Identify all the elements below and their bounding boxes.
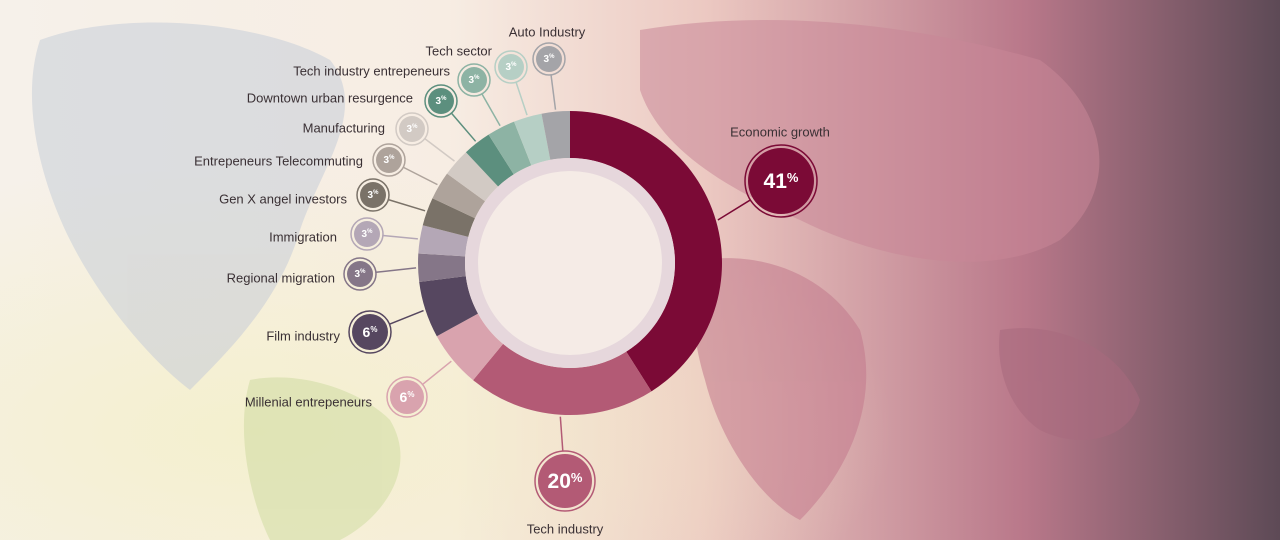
watercolor-map bbox=[31, 20, 1140, 540]
value-bubble-tech-industry-entrepeneurs bbox=[461, 67, 487, 93]
slice-tech-industry bbox=[473, 343, 652, 415]
leader-line-immigration bbox=[382, 234, 418, 240]
donut-chart bbox=[418, 111, 722, 415]
slice-label-film-industry: Film industry bbox=[266, 329, 340, 344]
slice-label-tech-industry-entrepeneurs: Tech industry entrepeneurs bbox=[293, 64, 450, 79]
value-bubbles: 41% 20% 6% 6% 3% 3% 3% 3% 3% 3% 3% 3% 3% bbox=[343, 42, 818, 512]
slice-gen-x-angel-investors bbox=[422, 198, 475, 237]
value-bubble-millenial-entrepeneurs bbox=[390, 380, 424, 414]
value-bubble-ring-immigration bbox=[350, 217, 384, 251]
leader-line-millenial-entrepeneurs bbox=[422, 360, 452, 386]
value-bubble-tech-industry bbox=[538, 454, 592, 508]
leader-line-auto-industry bbox=[550, 74, 557, 110]
value-label-tech-industry: 20% bbox=[548, 470, 583, 493]
value-label-millenial-entrepeneurs: 6% bbox=[400, 389, 415, 405]
value-bubble-immigration bbox=[354, 221, 380, 247]
value-bubble-auto-industry bbox=[536, 46, 562, 72]
value-bubble-ring-auto-industry bbox=[532, 42, 566, 76]
value-bubble-manufacturing bbox=[399, 116, 425, 142]
value-bubble-film-industry bbox=[352, 314, 388, 350]
value-bubble-ring-downtown-urban-resurgence bbox=[424, 84, 458, 118]
slice-label-regional-migration: Regional migration bbox=[227, 271, 335, 286]
slice-immigration bbox=[418, 225, 469, 257]
leader-line-regional-migration bbox=[375, 267, 417, 273]
donut-hole bbox=[478, 171, 662, 355]
leader-line-economic-growth bbox=[717, 199, 751, 221]
value-label-immigration: 3% bbox=[362, 229, 374, 240]
value-bubble-ring-tech-industry bbox=[534, 450, 596, 512]
value-bubble-gen-x-angel-investors bbox=[360, 182, 386, 208]
value-label-regional-migration: 3% bbox=[355, 269, 367, 280]
slice-tech-industry-entrepeneurs bbox=[488, 121, 532, 175]
value-bubble-ring-economic-growth bbox=[744, 144, 818, 218]
slice-film-industry bbox=[419, 276, 478, 337]
slice-downtown-urban-resurgence bbox=[465, 134, 514, 187]
slice-entrepeneurs-telecommuting bbox=[432, 173, 486, 219]
value-bubble-ring-regional-migration bbox=[343, 257, 377, 291]
value-bubble-ring-manufacturing bbox=[395, 112, 429, 146]
value-bubble-ring-millenial-entrepeneurs bbox=[386, 376, 428, 418]
value-label-manufacturing: 3% bbox=[407, 124, 419, 135]
leader-line-tech-industry bbox=[559, 416, 564, 452]
leader-line-downtown-urban-resurgence bbox=[450, 112, 477, 142]
slice-economic-growth bbox=[570, 111, 722, 392]
slice-labels: Economic growth Tech industry Millenial en… bbox=[194, 25, 830, 537]
slice-label-millenial-entrepeneurs: Millenial entrepeneurs bbox=[245, 395, 373, 410]
value-bubble-ring-film-industry bbox=[348, 310, 392, 354]
slice-label-auto-industry: Auto Industry bbox=[509, 25, 586, 40]
value-bubble-tech-sector bbox=[498, 54, 524, 80]
slice-label-entrepeneurs-telecommuting: Entrepeneurs Telecommuting bbox=[194, 154, 363, 169]
leader-line-tech-industry-entrepeneurs bbox=[481, 93, 501, 127]
leader-lines bbox=[375, 74, 751, 452]
slice-regional-migration bbox=[418, 253, 466, 283]
value-bubble-downtown-urban-resurgence bbox=[428, 88, 454, 114]
slice-label-gen-x-angel-investors: Gen X angel investors bbox=[219, 192, 347, 207]
leader-line-tech-sector bbox=[515, 81, 528, 116]
value-label-tech-sector: 3% bbox=[506, 62, 518, 73]
value-bubble-ring-tech-industry-entrepeneurs bbox=[457, 63, 491, 97]
slice-label-manufacturing: Manufacturing bbox=[303, 121, 385, 136]
leader-line-entrepeneurs-telecommuting bbox=[402, 166, 438, 186]
slice-label-tech-industry: Tech industry bbox=[527, 522, 604, 537]
slice-label-tech-sector: Tech sector bbox=[426, 44, 493, 59]
value-label-auto-industry: 3% bbox=[544, 54, 556, 65]
value-bubble-ring-gen-x-angel-investors bbox=[356, 178, 390, 212]
value-bubble-economic-growth bbox=[748, 148, 814, 214]
value-label-economic-growth: 41% bbox=[764, 170, 799, 193]
slice-label-downtown-urban-resurgence: Downtown urban resurgence bbox=[247, 91, 413, 106]
value-bubble-ring-entrepeneurs-telecommuting bbox=[372, 143, 406, 177]
leader-line-gen-x-angel-investors bbox=[388, 198, 426, 212]
slice-tech-sector bbox=[514, 113, 551, 166]
slice-label-economic-growth: Economic growth bbox=[730, 125, 830, 140]
slice-auto-industry bbox=[541, 111, 570, 160]
value-bubble-entrepeneurs-telecommuting bbox=[376, 147, 402, 173]
value-bubble-ring-tech-sector bbox=[494, 50, 528, 84]
value-bubble-regional-migration bbox=[347, 261, 373, 287]
value-label-tech-industry-entrepeneurs: 3% bbox=[469, 75, 481, 86]
slice-millenial-entrepeneurs bbox=[436, 313, 504, 381]
value-label-downtown-urban-resurgence: 3% bbox=[436, 96, 448, 107]
slice-label-immigration: Immigration bbox=[269, 230, 337, 245]
leader-line-manufacturing bbox=[424, 138, 455, 162]
value-label-entrepeneurs-telecommuting: 3% bbox=[384, 155, 396, 166]
slice-manufacturing bbox=[447, 152, 499, 202]
value-label-gen-x-angel-investors: 3% bbox=[368, 190, 380, 201]
value-label-film-industry: 6% bbox=[363, 324, 378, 340]
leader-line-film-industry bbox=[389, 309, 424, 325]
